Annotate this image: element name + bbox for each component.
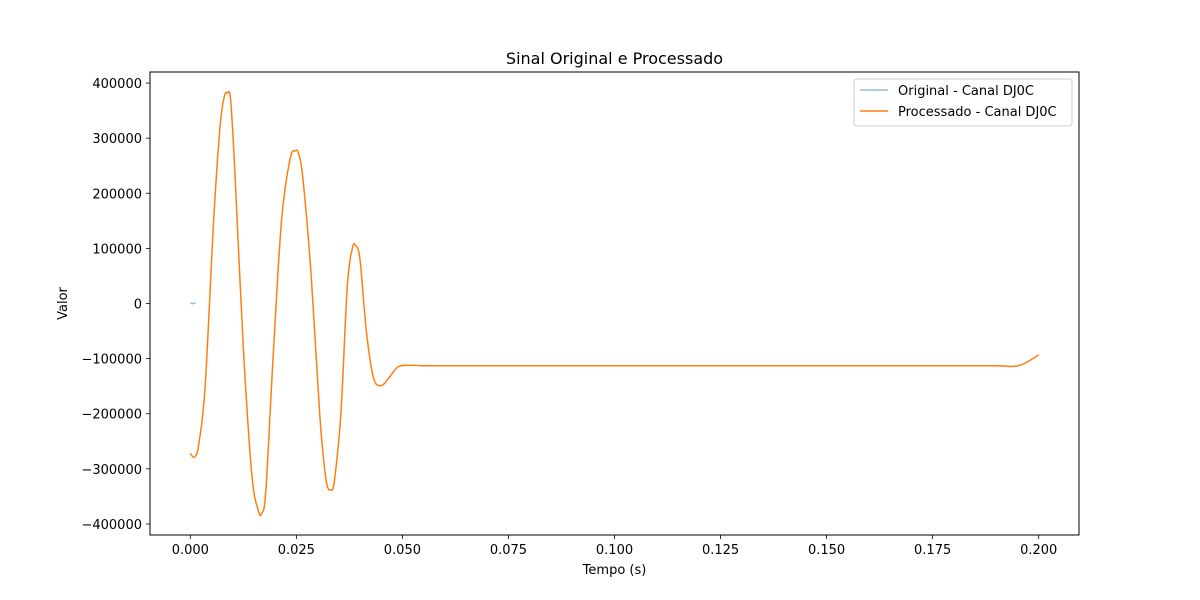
- y-tick-label: 200000: [92, 187, 142, 202]
- x-tick-label: 0.125: [702, 543, 739, 558]
- y-tick-label: −100000: [81, 353, 142, 368]
- x-axis-ticks: 0.000 0.025 0.050 0.075 0.100 0.125 0.150 0.175…: [172, 535, 1057, 558]
- y-tick-label: −300000: [81, 463, 142, 478]
- legend: Original - Canal DJ0C Processado - Canal…: [853, 78, 1073, 127]
- x-tick-label: 0.150: [808, 543, 845, 558]
- series-layer: [189, 90, 1040, 517]
- chart-title: Sinal Original e Processado: [506, 49, 723, 68]
- y-tick-label: 300000: [92, 132, 142, 147]
- x-tick-label: 0.175: [914, 543, 951, 558]
- legend-label-original: Original - Canal DJ0C: [898, 84, 1034, 99]
- y-tick-label: −400000: [81, 518, 142, 533]
- y-tick-label: −200000: [81, 408, 142, 423]
- x-tick-label: 0.025: [278, 543, 315, 558]
- x-axis-label: Tempo (s): [582, 563, 647, 578]
- x-tick-label: 0.000: [172, 543, 209, 558]
- y-axis-ticks: −400000 −300000 −200000 −100000 0 100000 20000…: [81, 77, 150, 533]
- x-tick-label: 0.100: [596, 543, 633, 558]
- y-tick-label: 100000: [92, 242, 142, 257]
- legend-label-processado: Processado - Canal DJ0C: [898, 105, 1057, 120]
- y-tick-label: 400000: [92, 77, 142, 92]
- legend-box: [853, 78, 1073, 127]
- series-line-0: [189, 302, 196, 305]
- series-line-1: [189, 90, 1040, 517]
- x-tick-label: 0.075: [490, 543, 527, 558]
- x-tick-label: 0.050: [384, 543, 421, 558]
- y-tick-label: 0: [134, 298, 142, 313]
- y-axis-label: Valor: [56, 286, 71, 319]
- x-tick-label: 0.200: [1020, 543, 1057, 558]
